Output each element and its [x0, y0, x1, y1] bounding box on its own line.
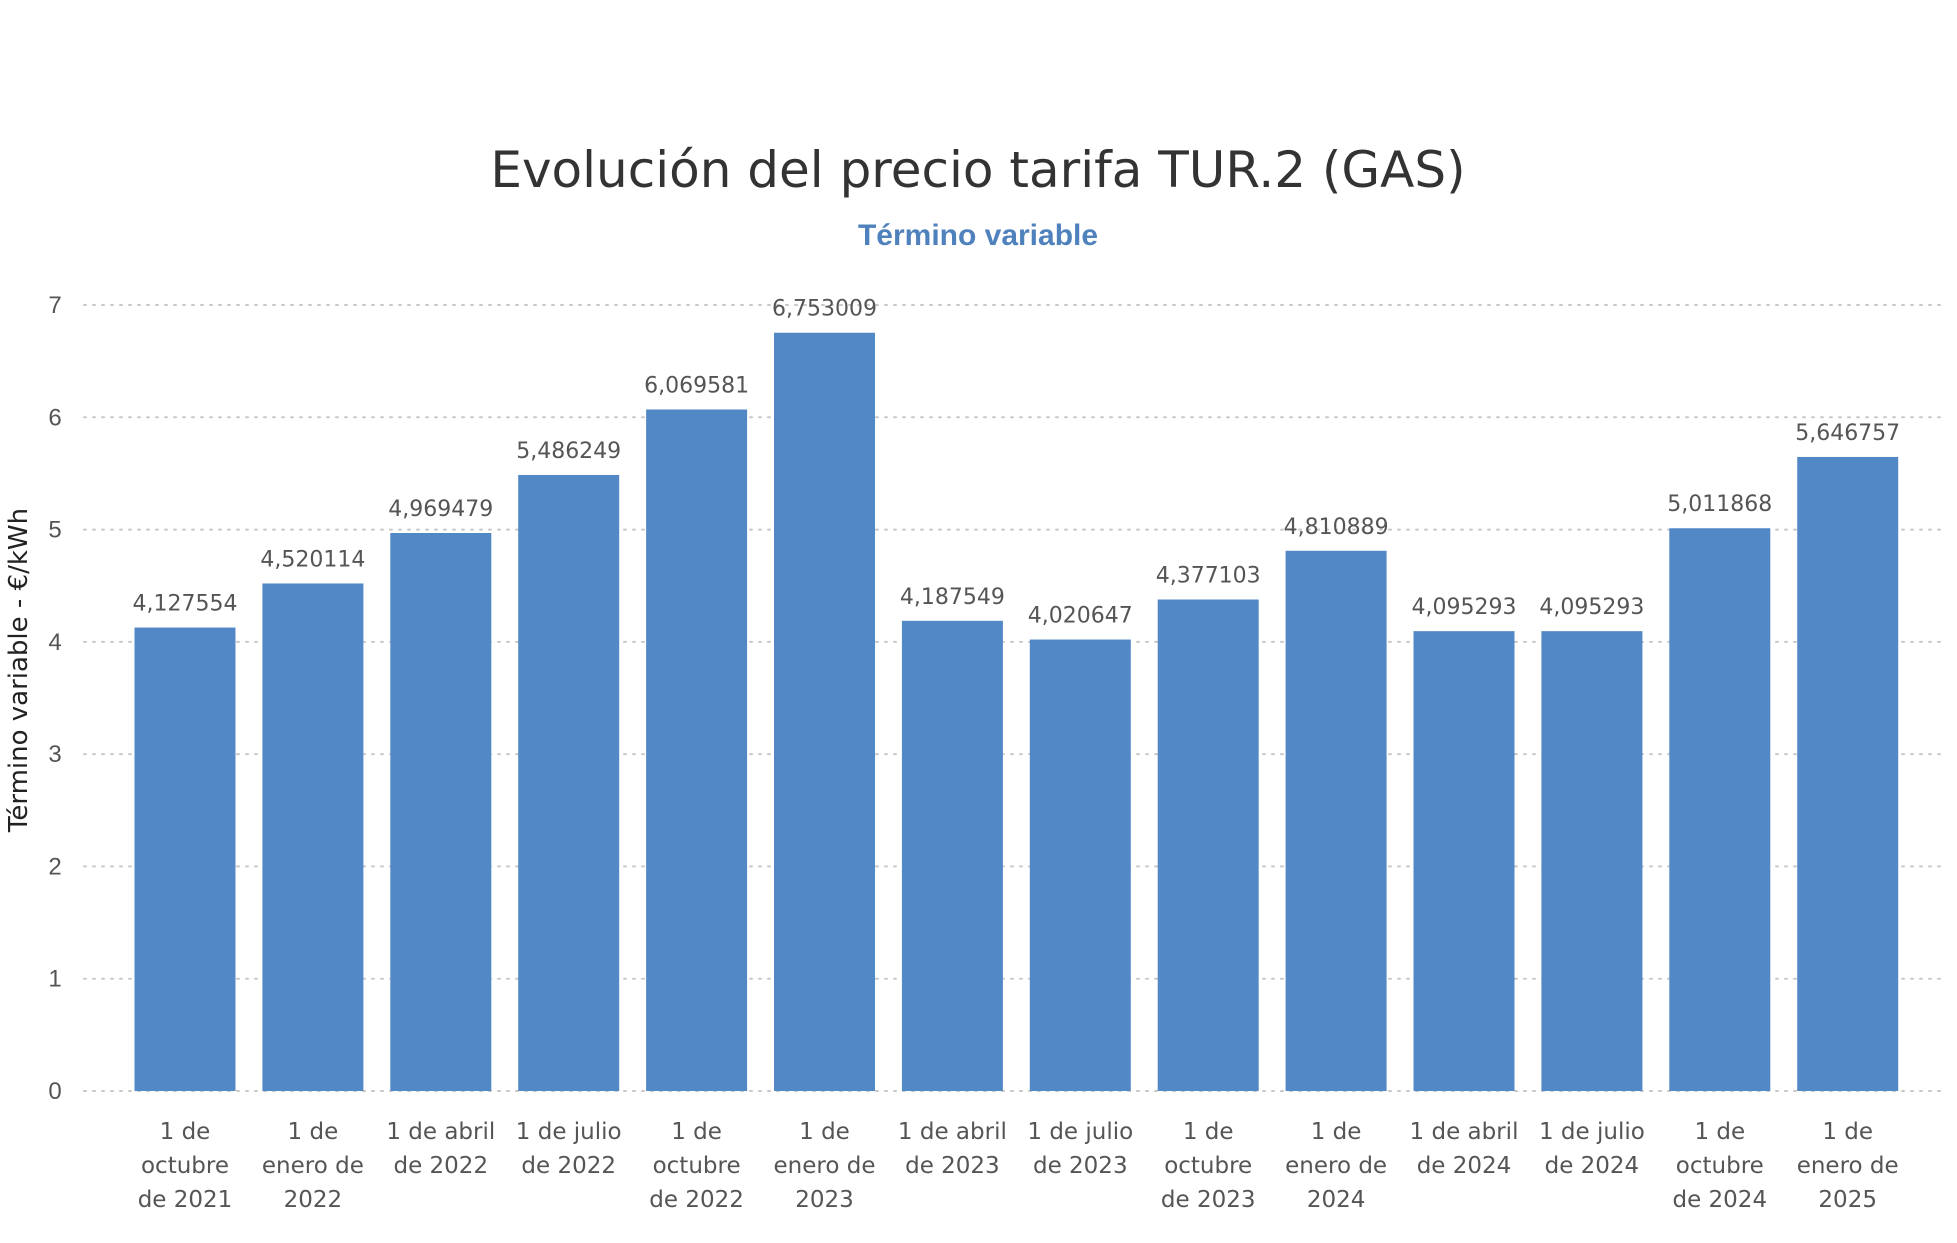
x-tick-label: 1 de octubre de 2024	[1672, 1119, 1767, 1213]
x-axis-labels: 1 de octubre de 2021 1 de enero de 2022 1 de a…	[138, 1119, 1899, 1213]
data-label: 5,486249	[516, 439, 621, 464]
y-tick-label: 3	[48, 741, 61, 768]
x-tick-label: 1 de enero de 2025	[1797, 1119, 1899, 1213]
data-label: 4,127554	[133, 592, 238, 617]
x-tick-label: 1 de octubre de 2023	[1161, 1119, 1256, 1213]
data-labels: 4,127554 4,520114 4,969479 5,486249 6,069581…	[133, 297, 1901, 629]
bar	[646, 409, 748, 1091]
data-label: 5,646757	[1795, 421, 1900, 446]
data-label: 4,095293	[1539, 595, 1644, 620]
x-tick-label: 1 de enero de 2022	[262, 1119, 364, 1213]
data-label: 4,810889	[1284, 515, 1389, 540]
x-tick-label: 1 de julio de 2022	[516, 1119, 622, 1179]
data-label: 5,011868	[1667, 492, 1772, 517]
chart-title: Evolución del precio tarifa TUR.2 (GAS)	[490, 141, 1465, 199]
data-label: 4,020647	[1028, 604, 1133, 629]
bar	[134, 627, 236, 1091]
data-label: 4,520114	[260, 547, 365, 572]
bar	[1029, 639, 1131, 1091]
x-tick-label: 1 de abril de 2024	[1410, 1119, 1519, 1179]
bar	[1413, 631, 1515, 1091]
data-label: 6,753009	[772, 297, 877, 322]
chart-subtitle: Término variable	[858, 219, 1098, 252]
bar	[1669, 528, 1771, 1091]
x-tick-label: 1 de octubre de 2022	[649, 1119, 744, 1213]
data-label: 4,187549	[900, 585, 1005, 610]
bar	[262, 583, 364, 1091]
y-tick-label: 5	[48, 517, 61, 544]
y-tick-label: 1	[48, 966, 61, 993]
y-tick-label: 2	[48, 853, 61, 880]
bar	[774, 332, 875, 1092]
x-tick-label: 1 de enero de 2023	[774, 1119, 876, 1213]
bar	[901, 620, 1003, 1091]
y-tick-label: 0	[48, 1078, 61, 1105]
x-tick-label: 1 de julio de 2024	[1539, 1119, 1645, 1179]
bar	[1285, 550, 1387, 1091]
x-tick-label: 1 de abril de 2022	[386, 1119, 495, 1179]
y-tick-label: 6	[48, 404, 61, 431]
data-label: 4,377103	[1156, 564, 1261, 589]
bar	[518, 474, 620, 1091]
bars	[134, 332, 1899, 1092]
bar	[390, 532, 492, 1091]
y-tick-label: 7	[48, 292, 61, 319]
bar	[1541, 631, 1643, 1091]
x-tick-label: 1 de abril de 2023	[898, 1119, 1007, 1179]
bar	[1797, 456, 1899, 1092]
x-tick-label: 1 de julio de 2023	[1027, 1119, 1133, 1179]
y-axis-label: Término variable - €/kWh	[4, 508, 34, 833]
x-tick-label: 1 de octubre de 2021	[138, 1119, 233, 1213]
data-label: 6,069581	[644, 373, 749, 398]
data-label: 4,095293	[1412, 595, 1517, 620]
y-tick-label: 4	[48, 629, 61, 656]
y-axis-ticks: 0 1 2 3 4 5 6 7	[48, 292, 61, 1105]
bar	[1157, 599, 1259, 1091]
data-label: 4,969479	[388, 497, 493, 522]
x-tick-label: 1 de enero de 2024	[1285, 1119, 1387, 1213]
